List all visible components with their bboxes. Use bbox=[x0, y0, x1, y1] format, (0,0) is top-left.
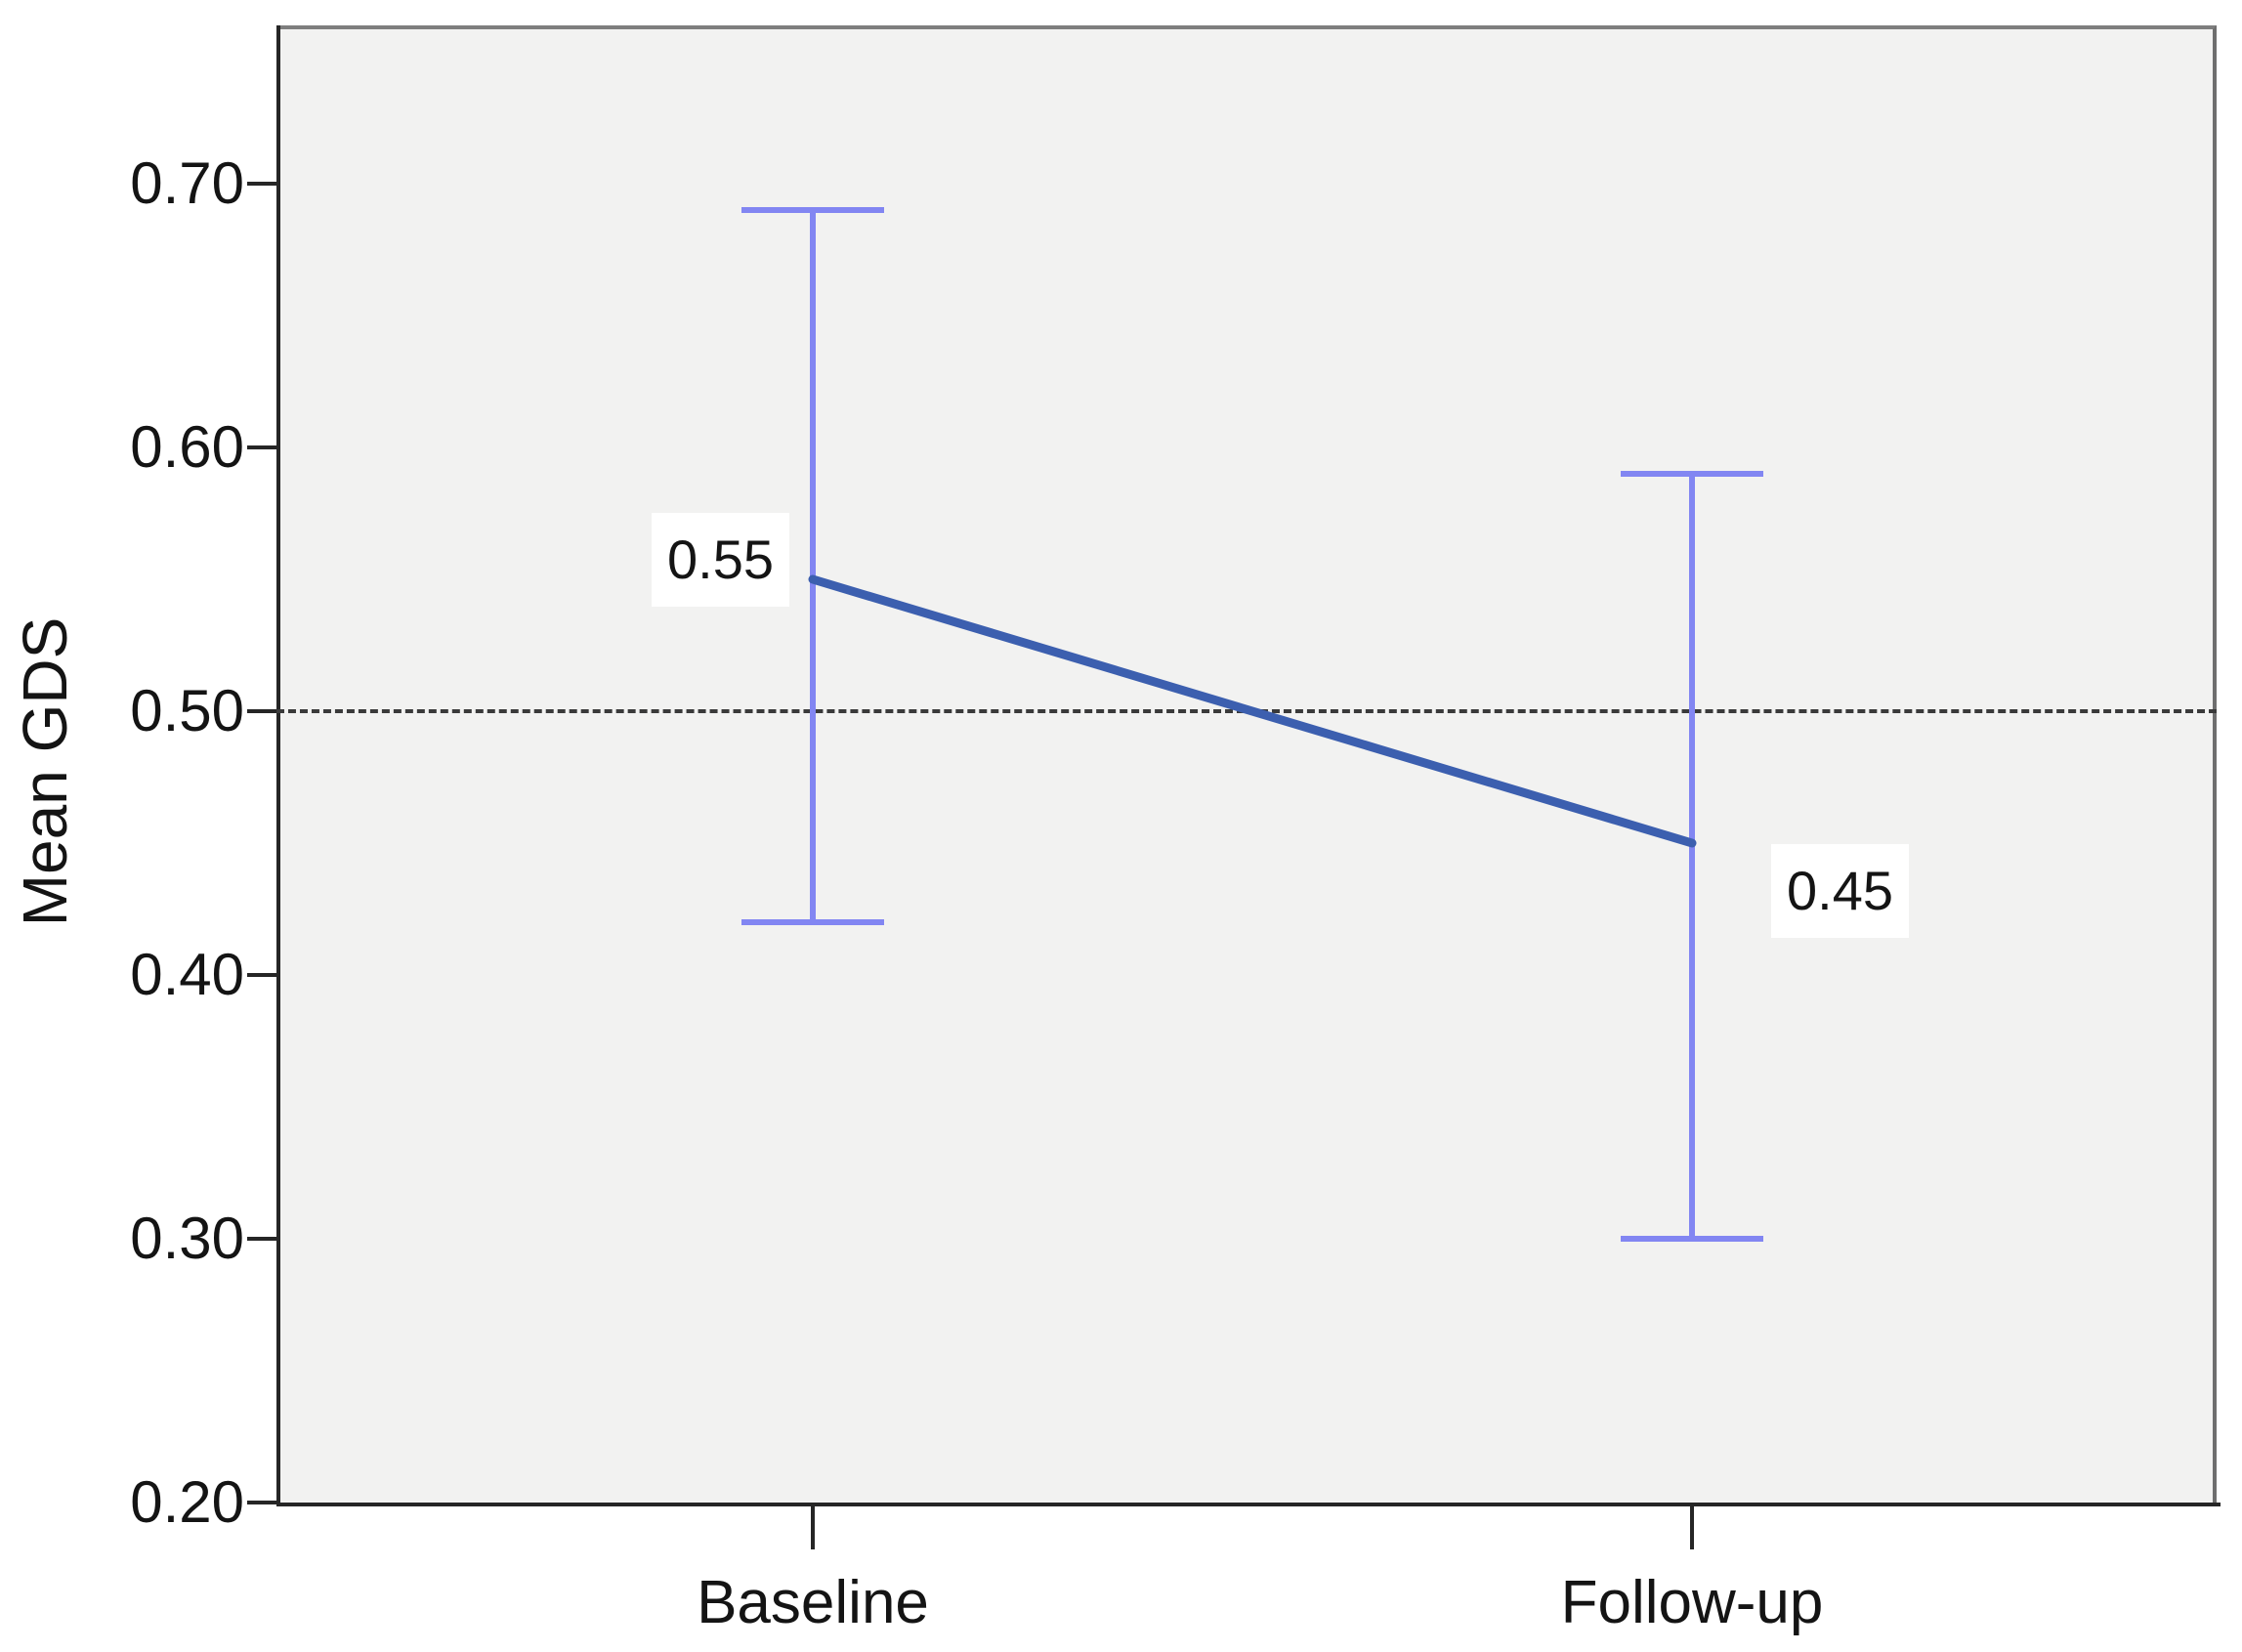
y-axis-title: Mean GDS bbox=[10, 616, 80, 927]
reference-line bbox=[276, 709, 2217, 713]
y-tick-label: 0.70 bbox=[130, 150, 244, 216]
error-bar-cap bbox=[1621, 1236, 1763, 1242]
x-tick-mark bbox=[811, 1506, 815, 1549]
plot-area bbox=[276, 25, 2217, 1503]
y-tick-label: 0.40 bbox=[130, 942, 244, 1007]
error-bar bbox=[810, 210, 816, 922]
point-label: 0.55 bbox=[652, 513, 789, 607]
y-tick-mark bbox=[247, 973, 276, 977]
y-tick-mark bbox=[247, 182, 276, 186]
error-bar-cap bbox=[741, 207, 884, 213]
x-axis-line bbox=[276, 1503, 2221, 1506]
y-tick-label: 0.30 bbox=[130, 1206, 244, 1271]
point-label: 0.45 bbox=[1771, 844, 1909, 938]
x-category-label: Baseline bbox=[697, 1569, 929, 1636]
x-tick-mark bbox=[1690, 1506, 1694, 1549]
y-tick-mark bbox=[247, 1237, 276, 1241]
y-tick-mark bbox=[247, 445, 276, 449]
y-axis-line bbox=[276, 25, 280, 1506]
error-bar bbox=[1689, 474, 1695, 1239]
y-tick-label: 0.20 bbox=[130, 1469, 244, 1535]
error-bar-cap bbox=[1621, 471, 1763, 477]
x-category-label: Follow-up bbox=[1560, 1569, 1824, 1636]
y-tick-mark bbox=[247, 709, 276, 713]
error-bar-cap bbox=[741, 919, 884, 925]
y-tick-label: 0.50 bbox=[130, 678, 244, 743]
y-tick-mark bbox=[247, 1501, 276, 1504]
y-tick-label: 0.60 bbox=[130, 414, 244, 480]
